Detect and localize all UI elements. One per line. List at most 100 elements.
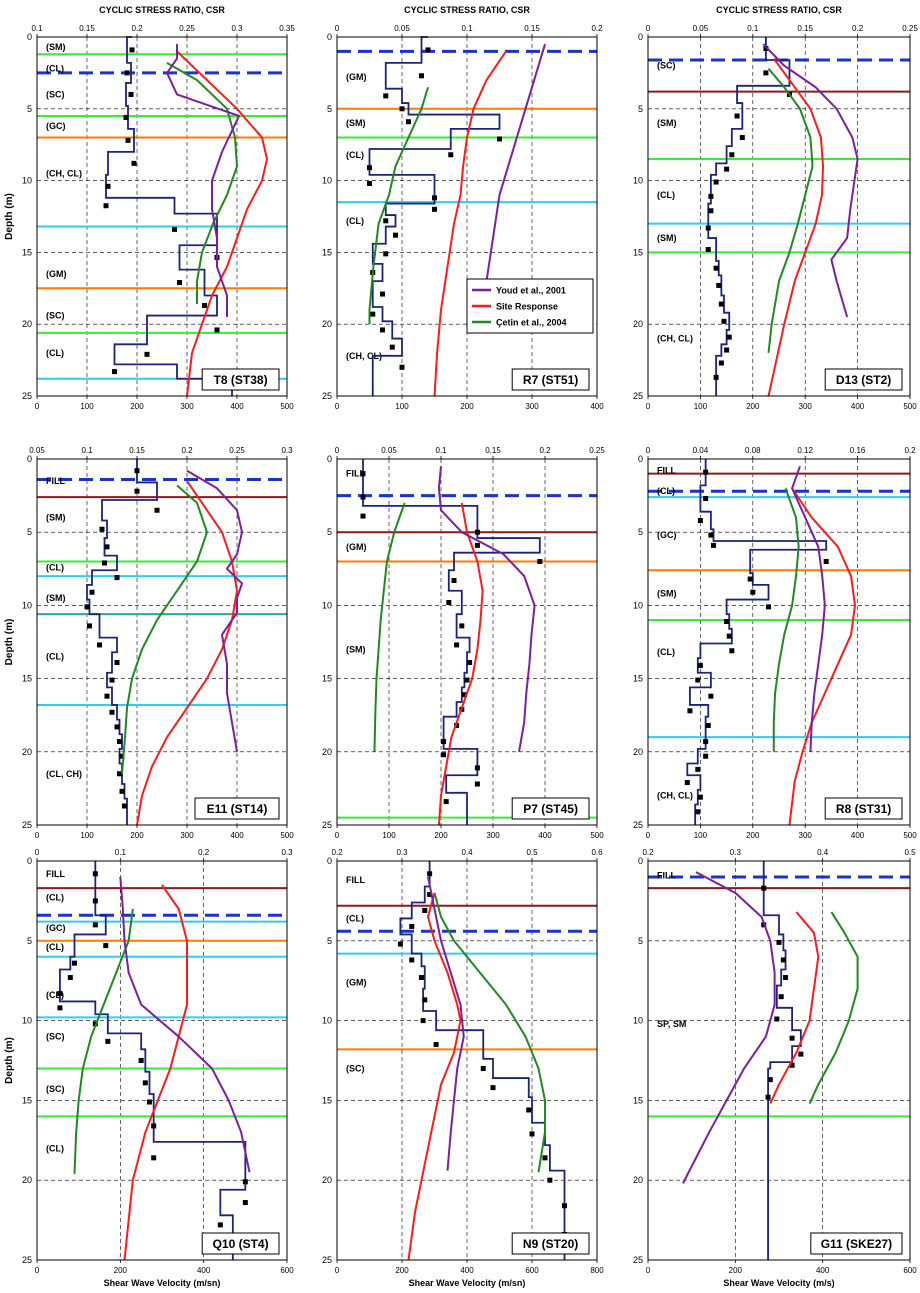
vs-data-point xyxy=(92,871,98,877)
soil-layer-label: (CH, CL) xyxy=(657,334,693,344)
csr-tick-label: 0.3 xyxy=(730,848,742,857)
site-title: R7 (ST51) xyxy=(523,373,578,387)
soil-layer-label: (CL) xyxy=(46,893,64,903)
vs-data-point xyxy=(419,73,424,79)
plot-frame xyxy=(336,458,598,826)
site-title-box xyxy=(824,797,903,820)
depth-axis-title: Depth (m) xyxy=(4,193,15,240)
csr-axis-title: CYCLIC STRESS RATIO, CSR xyxy=(99,5,225,15)
vs-data-point xyxy=(697,794,703,800)
soil-layer-label: (SC) xyxy=(346,1063,365,1073)
csr-tick-label: 0.15 xyxy=(485,446,501,455)
vs-data-point xyxy=(214,327,220,333)
csr-tick-label: 0.1 xyxy=(461,24,473,33)
csr-tick-label: 0.1 xyxy=(31,24,43,33)
vs-data-point xyxy=(383,218,389,224)
youd-curve xyxy=(437,466,536,752)
depth-tick-label: 10 xyxy=(22,176,32,186)
legend: Youd et al., 2001 Site Response Çetin et a… xyxy=(466,278,594,334)
vs-tick-label: 400 xyxy=(230,831,244,840)
depth-tick-label: 15 xyxy=(322,674,332,684)
site-title: T8 (ST38) xyxy=(214,373,268,387)
depth-tick-label: 10 xyxy=(322,1016,332,1026)
vs-data-point xyxy=(72,960,77,966)
vs-data-point xyxy=(451,578,457,584)
vs-data-point xyxy=(490,1085,496,1091)
depth-tick-label: 0 xyxy=(638,32,643,42)
csr-tick-label: 0.1 xyxy=(81,446,93,455)
chart-panel-4: FILL (SM) (CL) (SM) (CL) (CL, CH) 0.05 0.1 0.15 0… xyxy=(4,446,294,840)
vs-data-point xyxy=(780,957,786,963)
vs-data-point xyxy=(562,1203,567,1209)
vs-data-point xyxy=(726,334,732,340)
vs-data-point xyxy=(129,47,135,53)
soil-layer-label: (SC) xyxy=(46,89,65,99)
vs-data-point xyxy=(441,752,447,758)
vs-tick-label: 200 xyxy=(130,402,144,411)
depth-tick-label: 20 xyxy=(22,1175,32,1185)
site-title-box xyxy=(824,368,903,391)
depth-tick-label: 5 xyxy=(327,936,332,946)
site-title: D13 (ST2) xyxy=(836,373,891,387)
vs-data-point xyxy=(389,344,395,350)
csr-tick-label: 0.25 xyxy=(589,446,605,455)
depth-tick-label: 10 xyxy=(22,1016,32,1026)
csr-tick-label: 0.35 xyxy=(279,24,295,33)
vs-tick-label: 500 xyxy=(280,831,294,840)
depth-tick-label: 0 xyxy=(638,454,643,464)
vs-data-point xyxy=(105,1038,111,1044)
vs-data-point xyxy=(705,225,711,231)
vs-data-point xyxy=(497,136,502,142)
vs-data-point xyxy=(774,1016,780,1022)
csr-axis-title: CYCLIC STRESS RATIO, CSR xyxy=(404,5,530,15)
vs-data-point xyxy=(367,180,372,186)
depth-tick-label: 0 xyxy=(27,454,32,464)
vs-tick-label: 800 xyxy=(590,1266,604,1275)
soil-layer-label: (CL) xyxy=(46,348,64,358)
depth-tick-label: 10 xyxy=(22,600,32,610)
vs-data-point xyxy=(419,975,424,981)
depth-tick-label: 25 xyxy=(22,391,32,401)
depth-tick-label: 5 xyxy=(638,527,643,537)
vs-tick-label: 600 xyxy=(903,1266,917,1275)
vs-data-point xyxy=(89,589,95,595)
plot-frame xyxy=(647,458,911,826)
vs-data-point xyxy=(695,677,701,683)
vs-tick-label: 200 xyxy=(746,831,760,840)
vs-data-point xyxy=(547,1177,553,1183)
vs-data-point xyxy=(443,799,449,805)
vs-data-point xyxy=(125,137,131,143)
soil-layer-label: (CH, CL) xyxy=(657,791,693,801)
vs-data-point xyxy=(425,47,431,53)
soil-layer-label: (CL) xyxy=(46,64,64,74)
csr-tick-label: 0.3 xyxy=(231,24,243,33)
plot-frame xyxy=(36,36,288,397)
vs-data-point xyxy=(427,871,433,877)
vs-tick-label: 500 xyxy=(590,831,604,840)
vs-tick-label: 400 xyxy=(590,402,604,411)
vs-data-point xyxy=(474,542,480,548)
csr-tick-label: 0.2 xyxy=(852,24,864,33)
csr-tick-label: 0.08 xyxy=(745,446,761,455)
depth-tick-label: 15 xyxy=(322,1095,332,1105)
soil-layer-label: (SC) xyxy=(46,1032,65,1042)
soil-layer-label: (GC) xyxy=(46,121,66,131)
vs-data-point xyxy=(109,709,115,715)
vs-data-point xyxy=(409,957,415,963)
vs-data-point xyxy=(119,753,125,759)
soil-layer-label: (SM) xyxy=(657,118,677,128)
soil-layer-label: (CL) xyxy=(346,216,364,226)
soil-layer-label: FILL xyxy=(657,466,676,476)
vs-data-point xyxy=(729,152,735,158)
soil-layer-label: (SC) xyxy=(657,61,676,71)
vs-data-point xyxy=(383,93,389,99)
csr-tick-label: 0.3 xyxy=(396,848,408,857)
youd-curve xyxy=(166,44,240,318)
vs-profile-line xyxy=(686,459,828,825)
csr-tick-label: 0 xyxy=(335,24,340,33)
vs-data-point xyxy=(154,507,160,513)
vs-data-point xyxy=(718,360,724,366)
vs-data-point xyxy=(474,529,480,535)
vs-data-point xyxy=(697,662,703,668)
vs-tick-label: 0 xyxy=(35,402,40,411)
